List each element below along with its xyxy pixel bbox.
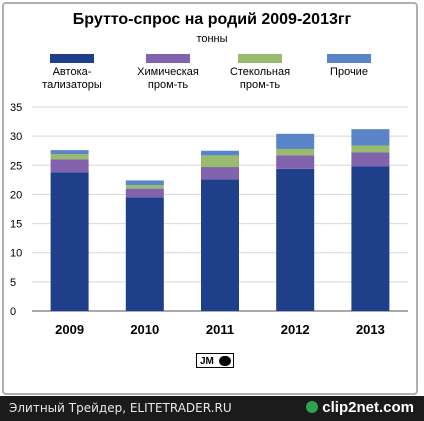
y-tick-label-3: 15	[10, 219, 22, 231]
legend-item-3: Прочие	[303, 54, 395, 79]
x-tick-label-0: 2009	[55, 322, 84, 337]
bar-2012-series-0	[276, 168, 315, 311]
legend-label-1: Химическая пром-ть	[137, 66, 199, 91]
legend-swatch-3	[327, 54, 371, 63]
footer-bar: Элитный Трейдер, ELITETRADER.RU clip2net…	[0, 396, 424, 421]
bar-2010-series-2	[125, 185, 164, 189]
x-tick-label-4: 2013	[356, 322, 385, 337]
bar-2012-series-1	[276, 155, 315, 169]
bar-2009-series-0	[50, 172, 89, 311]
jm-logo-mark-icon	[219, 356, 231, 366]
y-tick-label-1: 5	[10, 277, 16, 289]
bar-2009-series-3	[50, 150, 89, 155]
bar-2012-series-3	[276, 133, 315, 149]
y-tick-label-4: 20	[10, 189, 22, 201]
legend-swatch-0	[50, 54, 94, 63]
legend-label-2: Стекольная пром-ть	[229, 66, 291, 91]
bar-2009-series-2	[50, 154, 89, 160]
bar-2013-series-1	[351, 152, 390, 167]
x-tick-label-1: 2010	[130, 322, 159, 337]
legend-item-2: Стекольная пром-ть	[214, 54, 306, 92]
bar-2012-series-2	[276, 148, 315, 156]
legend-swatch-2	[238, 54, 282, 63]
jm-logo: JM	[196, 353, 234, 368]
bar-2011-series-1	[201, 167, 239, 180]
y-tick-label-7: 35	[10, 102, 22, 114]
legend-label-3: Прочие	[330, 66, 368, 78]
bar-2010-series-1	[125, 188, 164, 198]
bar-2013-series-0	[351, 166, 390, 311]
bar-2013-series-3	[351, 129, 390, 146]
y-tick-label-0: 0	[10, 306, 16, 318]
y-tick-label-2: 10	[10, 248, 22, 260]
bar-2011-series-3	[201, 150, 239, 156]
clip2net-label: clip2net.com	[322, 399, 414, 416]
y-tick-label-5: 25	[10, 160, 22, 172]
x-tick-label-2: 2011	[206, 322, 234, 337]
bar-2013-series-2	[351, 145, 390, 153]
legend-item-0: Автока- тализаторы	[26, 54, 118, 92]
jm-logo-text: JM	[200, 356, 214, 367]
bar-2010-series-3	[125, 180, 164, 186]
footer-source: Элитный Трейдер, ELITETRADER.RU	[9, 401, 232, 415]
legend-label-0: Автока- тализаторы	[42, 66, 102, 91]
bar-2009-series-1	[50, 159, 89, 173]
legend-swatch-1	[146, 54, 190, 63]
chart-title: Брутто-спрос на родий 2009-2013гг	[72, 11, 352, 28]
x-tick-label-3: 2012	[281, 322, 310, 337]
bar-2010-series-0	[125, 197, 164, 311]
clip2net-brand[interactable]: clip2net.com	[306, 399, 414, 416]
bar-2011-series-2	[201, 155, 239, 168]
y-tick-label-6: 30	[10, 131, 22, 143]
bar-2011-series-0	[201, 179, 239, 311]
legend-item-1: Химическая пром-ть	[122, 54, 214, 92]
chart-subtitle: тонны	[196, 33, 228, 45]
clip2net-icon	[306, 401, 319, 413]
